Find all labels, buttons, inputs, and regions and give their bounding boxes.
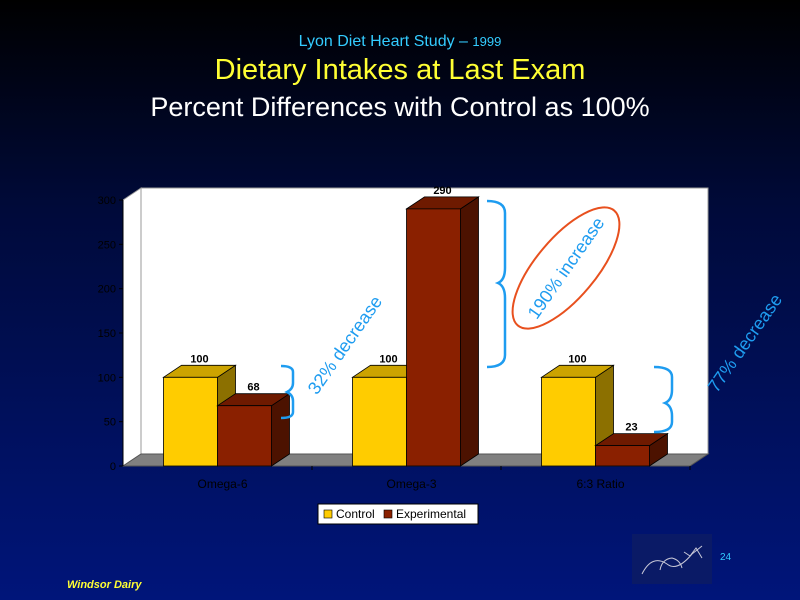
bar <box>595 445 650 467</box>
bar-data-label: 100 <box>568 353 586 365</box>
y-tick-label: 300 <box>98 195 116 207</box>
legend-swatch <box>383 509 393 519</box>
windsor-dairy-logo <box>632 534 712 584</box>
study-title: Lyon Diet Heart Study – 1999 <box>298 33 502 50</box>
bar-data-label: 100 <box>379 353 397 365</box>
bar <box>217 405 272 467</box>
y-tick-label: 150 <box>98 328 116 340</box>
page-number: 24 <box>720 552 732 563</box>
bar <box>541 376 596 467</box>
bar <box>163 376 218 467</box>
slide-title: Dietary Intakes at Last Exam <box>214 54 586 86</box>
bar-data-label: 290 <box>433 185 451 197</box>
bar-data-label: 100 <box>190 353 208 365</box>
y-tick-label: 50 <box>104 417 116 429</box>
y-tick-label: 200 <box>98 284 116 296</box>
x-tick-label: Omega-6 <box>197 477 247 491</box>
bar-side <box>271 392 290 467</box>
bar-data-label: 68 <box>247 382 259 394</box>
slide-subtitle: Percent Differences with Control as 100% <box>150 92 650 122</box>
y-tick-label: 0 <box>110 461 116 473</box>
legend-swatch <box>323 509 333 519</box>
legend <box>317 503 479 525</box>
bar <box>406 208 461 467</box>
y-tick-label: 100 <box>98 372 116 384</box>
footer-brand: Windsor Dairy <box>67 579 142 591</box>
plot-side-wall <box>122 187 142 467</box>
legend-label: Experimental <box>396 507 466 521</box>
legend-label: Control <box>336 507 375 521</box>
annotation-brace <box>280 364 295 420</box>
annotation-brace <box>486 199 507 369</box>
annotation-ellipse <box>511 206 621 330</box>
y-tick-label: 250 <box>98 239 116 251</box>
bar-side <box>460 196 479 467</box>
bar <box>352 376 407 467</box>
bar-data-label: 23 <box>625 422 637 434</box>
x-tick-label: Omega-3 <box>386 477 436 491</box>
annotation-brace <box>653 365 674 434</box>
annotation-text: 77% decrease <box>704 290 786 396</box>
study-year: 1999 <box>472 34 502 49</box>
x-tick-label: 6:3 Ratio <box>576 477 624 491</box>
